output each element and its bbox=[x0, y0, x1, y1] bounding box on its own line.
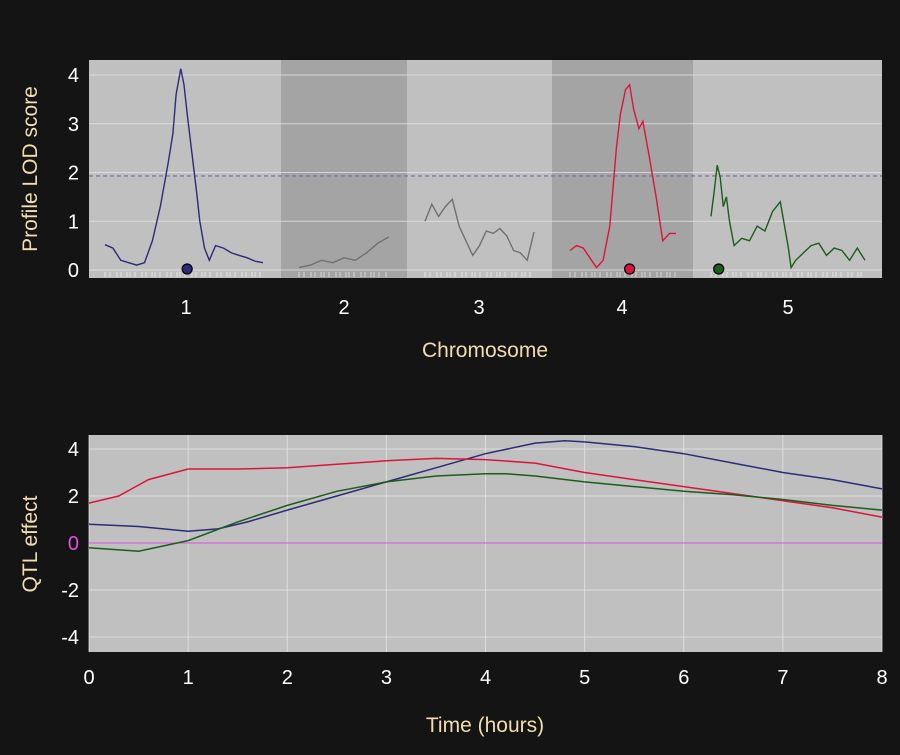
effect-x-axis-title: Time (hours) bbox=[426, 714, 544, 737]
lod-y-tick-label: 1 bbox=[68, 211, 79, 233]
lod-curve-chr2 bbox=[298, 236, 390, 269]
lod-x-axis-title: Chromosome bbox=[422, 339, 548, 362]
effect-curve-3 bbox=[88, 472, 883, 552]
effect-x-tick-label: 3 bbox=[381, 667, 392, 689]
effect-x-tick-label: 2 bbox=[282, 667, 293, 689]
chromosome-band-2 bbox=[281, 60, 407, 278]
chromosome-band-4 bbox=[552, 60, 693, 278]
qtl-peak-marker-chr5 bbox=[713, 263, 725, 275]
effect-y-tick-label: 2 bbox=[68, 486, 79, 508]
lod-y-tick-label: 3 bbox=[68, 114, 79, 136]
lod-curve-chr1 bbox=[104, 68, 264, 266]
lod-curve-chr3 bbox=[424, 197, 535, 262]
effect-y-tick-label: -2 bbox=[61, 580, 79, 602]
effect-y-tick-label: 4 bbox=[68, 439, 79, 461]
effect-y-axis-title: QTL effect bbox=[19, 495, 42, 592]
effect-x-tick-label: 0 bbox=[83, 667, 94, 689]
chromosome-label-3: 3 bbox=[473, 297, 484, 319]
lod-panel: 0 1 2 3 4 1 2 3 4 5 Chromosome Profile LOD score bbox=[19, 60, 882, 362]
chromosome-band-3 bbox=[407, 60, 552, 278]
effect-x-tick-label: 4 bbox=[480, 667, 491, 689]
chromosome-label-4: 4 bbox=[616, 297, 627, 319]
effect-x-tick-label: 6 bbox=[678, 667, 689, 689]
effect-curve-2 bbox=[88, 457, 883, 518]
lod-y-tick-label: 0 bbox=[68, 260, 79, 282]
lod-curve-chr5 bbox=[710, 165, 866, 270]
lod-curve-chr4 bbox=[569, 83, 676, 269]
chromosome-label-2: 2 bbox=[338, 297, 349, 319]
lod-y-axis-title: Profile LOD score bbox=[19, 86, 42, 252]
effect-panel: -4 -2 0 2 4 0 1 2 3 4 5 6 7 8 Time (hours) QTL effec… bbox=[19, 435, 888, 737]
effect-x-tick-label: 5 bbox=[579, 667, 590, 689]
lod-y-tick-label: 2 bbox=[68, 163, 79, 185]
chromosome-label-1: 1 bbox=[180, 297, 191, 319]
effect-x-tick-label: 1 bbox=[183, 667, 194, 689]
lod-y-tick-label: 4 bbox=[68, 65, 79, 87]
effect-x-tick-label: 7 bbox=[777, 667, 788, 689]
chromosome-label-5: 5 bbox=[782, 297, 793, 319]
qtl-peak-marker-chr4 bbox=[624, 263, 636, 275]
qtl-peak-marker-chr1 bbox=[181, 263, 193, 275]
effect-y-tick-label: -4 bbox=[61, 627, 79, 649]
effect-x-tick-label: 8 bbox=[876, 667, 887, 689]
effect-zero-tick-label: 0 bbox=[68, 533, 79, 555]
